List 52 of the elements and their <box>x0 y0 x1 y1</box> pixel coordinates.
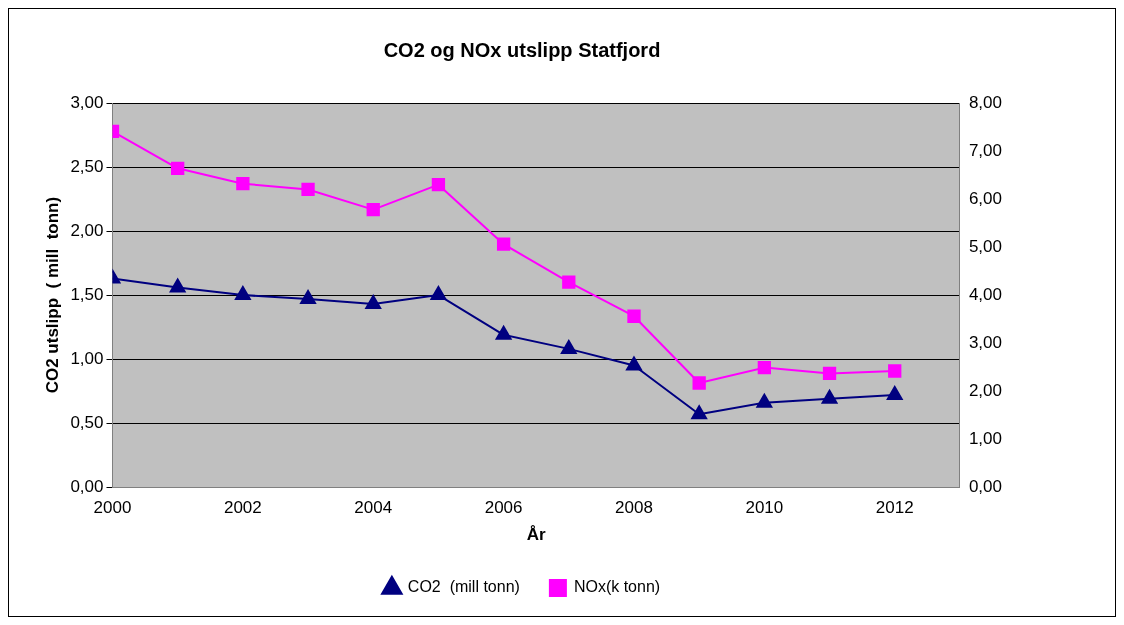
point <box>627 309 641 323</box>
y-tick-label: 0,00 <box>70 476 104 496</box>
point <box>626 356 642 371</box>
point <box>496 237 511 251</box>
point <box>886 385 903 400</box>
y-tick-label: 3,00 <box>70 92 104 112</box>
x-tick-label: 2002 <box>223 498 262 518</box>
point <box>756 393 773 408</box>
y2-tick-label: 5,00 <box>968 236 1003 256</box>
point <box>757 360 772 375</box>
point <box>822 366 837 381</box>
point <box>431 177 446 192</box>
chart-title: CO2 og NOx utslipp Statfjord <box>383 38 661 61</box>
point <box>301 182 315 197</box>
point <box>234 286 251 301</box>
legend-label: NOx(k tonn) <box>573 578 661 596</box>
x-tick-label: 2010 <box>745 498 784 518</box>
legend-label: CO2 (mill tonn) <box>407 578 520 596</box>
point <box>365 295 382 310</box>
point <box>495 325 512 340</box>
y2-tick-label: 4,00 <box>968 284 1003 304</box>
point <box>236 177 250 191</box>
point <box>888 364 902 378</box>
y2-tick-label: 6,00 <box>968 188 1003 208</box>
y2-tick-label: 2,00 <box>968 380 1003 400</box>
y-tick-label: 1,50 <box>70 284 104 304</box>
x-tick-label: 2000 <box>93 498 132 518</box>
x-tick-label: 2008 <box>615 498 653 518</box>
y2-tick-label: 8,00 <box>968 92 1003 112</box>
y-tick-label: 0,50 <box>70 412 104 432</box>
point <box>692 376 706 390</box>
point <box>169 278 186 293</box>
y-tick-label: 1,00 <box>70 348 104 368</box>
x-tick-label: 2004 <box>354 498 393 518</box>
y2-tick-label: 3,00 <box>968 332 1003 352</box>
point <box>366 202 380 217</box>
point <box>560 339 577 354</box>
x-tick-label: 2006 <box>484 498 523 518</box>
point <box>691 405 708 420</box>
point <box>171 161 185 175</box>
point <box>821 389 838 404</box>
y2-tick-label: 7,00 <box>968 140 1003 160</box>
y-axis-title: CO2 utslipp ( mill tonn) <box>42 196 62 394</box>
point <box>430 286 447 301</box>
y2-tick-label: 0,00 <box>968 476 1003 496</box>
y2-tick-label: 1,00 <box>968 428 1003 448</box>
y-tick-label: 2,50 <box>70 156 104 176</box>
point <box>300 289 316 304</box>
point <box>562 275 576 289</box>
x-tick-label: 2012 <box>875 498 914 518</box>
x-axis-title: År <box>526 525 547 545</box>
y-tick-label: 2,00 <box>70 220 104 240</box>
